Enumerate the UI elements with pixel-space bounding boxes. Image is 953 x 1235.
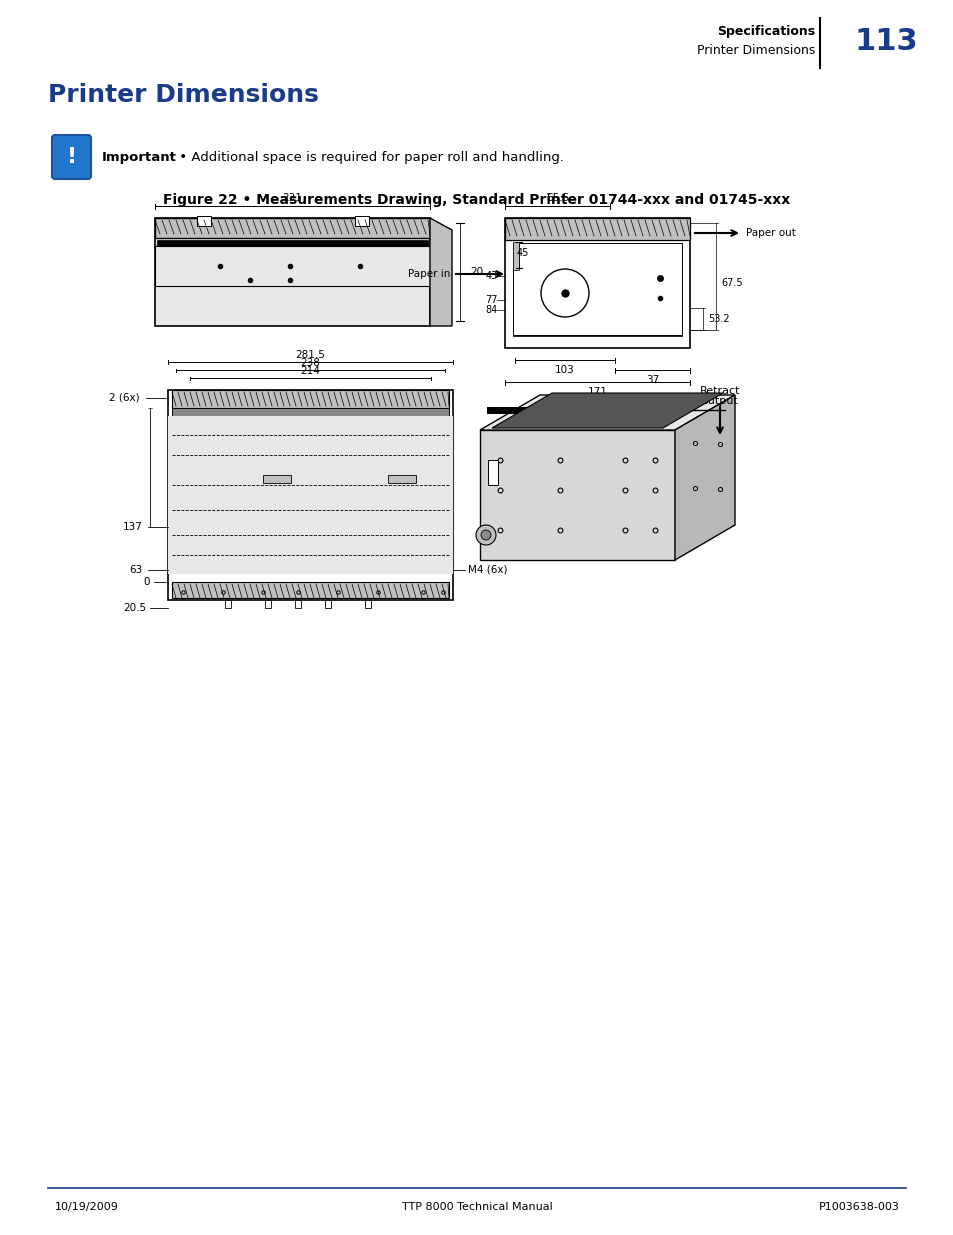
- Text: Retract: Retract: [699, 387, 740, 396]
- Polygon shape: [675, 395, 734, 559]
- Bar: [154, 219, 430, 238]
- Text: 20.5: 20.5: [123, 603, 146, 613]
- Text: 45: 45: [517, 248, 529, 258]
- Text: M4 (6x): M4 (6x): [468, 564, 507, 576]
- Text: Important: Important: [102, 151, 176, 163]
- Text: 281.5: 281.5: [295, 350, 325, 359]
- Text: 231: 231: [282, 193, 302, 203]
- Polygon shape: [430, 219, 452, 326]
- Text: 37: 37: [645, 375, 659, 385]
- Text: Paper in: Paper in: [407, 269, 450, 279]
- Bar: [225, 600, 231, 608]
- Bar: [154, 219, 430, 326]
- Text: 2 (6x): 2 (6x): [110, 393, 140, 403]
- Text: 171: 171: [587, 387, 607, 396]
- Bar: [365, 600, 371, 608]
- Text: 10/19/2009: 10/19/2009: [55, 1202, 119, 1212]
- Bar: [263, 475, 291, 483]
- Polygon shape: [479, 430, 675, 559]
- Bar: [513, 243, 681, 335]
- Bar: [504, 219, 689, 348]
- Text: 65.5: 65.5: [545, 193, 569, 203]
- Bar: [504, 219, 689, 240]
- Text: 67.5: 67.5: [720, 278, 741, 288]
- Text: 84: 84: [485, 305, 497, 315]
- Circle shape: [476, 525, 496, 545]
- FancyBboxPatch shape: [52, 135, 91, 179]
- Text: 137: 137: [123, 522, 143, 532]
- Text: 113: 113: [854, 27, 918, 57]
- Text: • Additional space is required for paper roll and handling.: • Additional space is required for paper…: [174, 151, 563, 163]
- Bar: [355, 216, 369, 226]
- Bar: [168, 390, 453, 600]
- Bar: [388, 475, 416, 483]
- Bar: [168, 416, 453, 574]
- Text: P1003638-003: P1003638-003: [819, 1202, 899, 1212]
- Text: Paper out: Paper out: [745, 228, 795, 238]
- Polygon shape: [492, 393, 722, 429]
- Text: Figure 22 • Measurements Drawing, Standard Printer 01744-xxx and 01745-xxx: Figure 22 • Measurements Drawing, Standa…: [163, 193, 790, 207]
- Text: 77: 77: [485, 295, 497, 305]
- Text: 63: 63: [130, 564, 143, 576]
- Bar: [325, 600, 331, 608]
- Text: 43: 43: [485, 270, 497, 282]
- Circle shape: [480, 530, 491, 540]
- Text: 238: 238: [300, 358, 320, 368]
- Text: 214: 214: [300, 366, 320, 375]
- Bar: [513, 242, 518, 270]
- Text: !: !: [67, 147, 76, 167]
- Text: Printer Dimensions: Printer Dimensions: [696, 43, 814, 57]
- Bar: [294, 600, 301, 608]
- Bar: [196, 216, 211, 226]
- Text: 0: 0: [143, 577, 150, 587]
- Bar: [488, 459, 497, 485]
- Text: 103: 103: [555, 366, 575, 375]
- Text: Specifications: Specifications: [716, 26, 814, 38]
- Text: output: output: [700, 396, 738, 406]
- Bar: [172, 390, 449, 408]
- Text: 20: 20: [470, 267, 482, 277]
- Bar: [265, 600, 271, 608]
- Bar: [157, 240, 428, 246]
- Text: TTP 8000 Technical Manual: TTP 8000 Technical Manual: [401, 1202, 552, 1212]
- Polygon shape: [479, 395, 734, 430]
- Text: 53.2: 53.2: [707, 314, 729, 324]
- Bar: [172, 582, 449, 598]
- Bar: [172, 408, 449, 416]
- Bar: [154, 246, 430, 287]
- Text: Printer Dimensions: Printer Dimensions: [48, 83, 318, 107]
